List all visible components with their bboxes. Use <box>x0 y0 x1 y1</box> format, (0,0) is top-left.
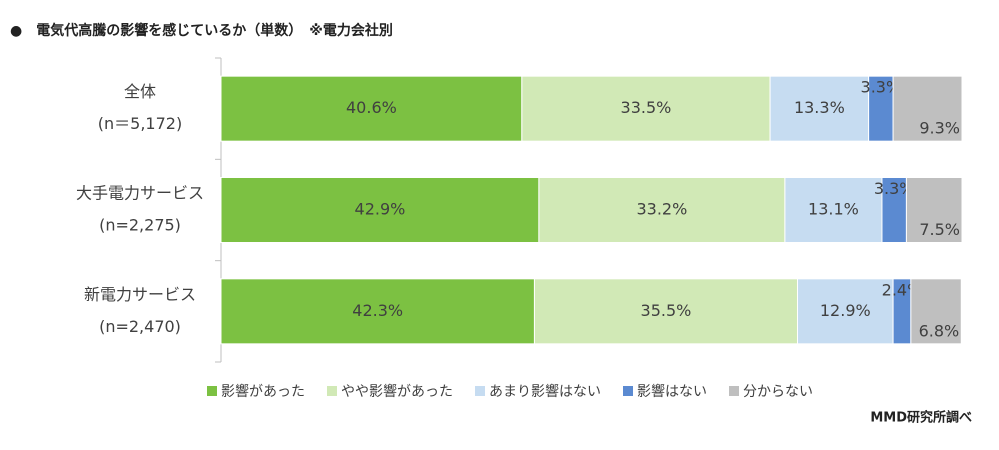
value-label: 40.6% <box>346 98 397 117</box>
value-label: 9.3% <box>919 119 960 138</box>
value-label: 12.9% <box>820 301 871 320</box>
bar-segment <box>769 75 870 142</box>
legend-swatch <box>729 386 739 396</box>
bar-segment <box>905 177 963 243</box>
value-label: 35.5% <box>641 301 692 320</box>
category-label: 大手電力サービス <box>76 184 204 203</box>
value-label: 6.8% <box>919 321 960 340</box>
value-label: 42.9% <box>355 200 406 219</box>
value-label: 42.3% <box>352 301 403 320</box>
value-label: 33.5% <box>621 98 672 117</box>
value-label: 13.3% <box>794 98 845 117</box>
category-note: (n=2,275) <box>99 216 181 235</box>
legend-label: あまり影響はない <box>489 383 601 400</box>
bar-segment <box>910 278 962 345</box>
bar-segment <box>892 75 963 142</box>
bar-segment <box>220 278 535 345</box>
value-label: 3.3% <box>861 78 902 97</box>
legend-label: 影響があった <box>221 383 305 400</box>
chart-title: ● 電気代高騰の影響を感じているか（単数） ※電力会社別 <box>10 22 393 39</box>
source: MMD研究所調べ <box>870 410 972 426</box>
legend-label: やや影響があった <box>341 383 453 400</box>
legend-label: 分からない <box>743 384 813 400</box>
bar-segment <box>784 177 883 243</box>
bar-segment <box>538 177 786 243</box>
category-label: 新電力サービス <box>84 285 196 304</box>
category-note: (n=2,470) <box>99 317 181 336</box>
category-label: 全体 <box>124 82 156 101</box>
category-note: (n＝5,172) <box>98 114 182 133</box>
value-label: 33.2% <box>636 200 687 219</box>
legend-swatch <box>207 386 217 396</box>
value-label: 13.1% <box>808 200 859 219</box>
bar-segment <box>533 278 798 345</box>
legend-swatch <box>475 386 485 396</box>
bar-segment <box>796 278 894 345</box>
legend-swatch <box>327 386 337 396</box>
bar-segment <box>220 177 540 243</box>
legend-swatch <box>623 386 633 396</box>
bar-segment <box>521 75 771 142</box>
value-label: 3.3% <box>874 179 915 198</box>
value-label: 7.5% <box>919 220 960 239</box>
bar-segment <box>220 75 523 142</box>
legend-label: 影響はない <box>637 383 707 400</box>
